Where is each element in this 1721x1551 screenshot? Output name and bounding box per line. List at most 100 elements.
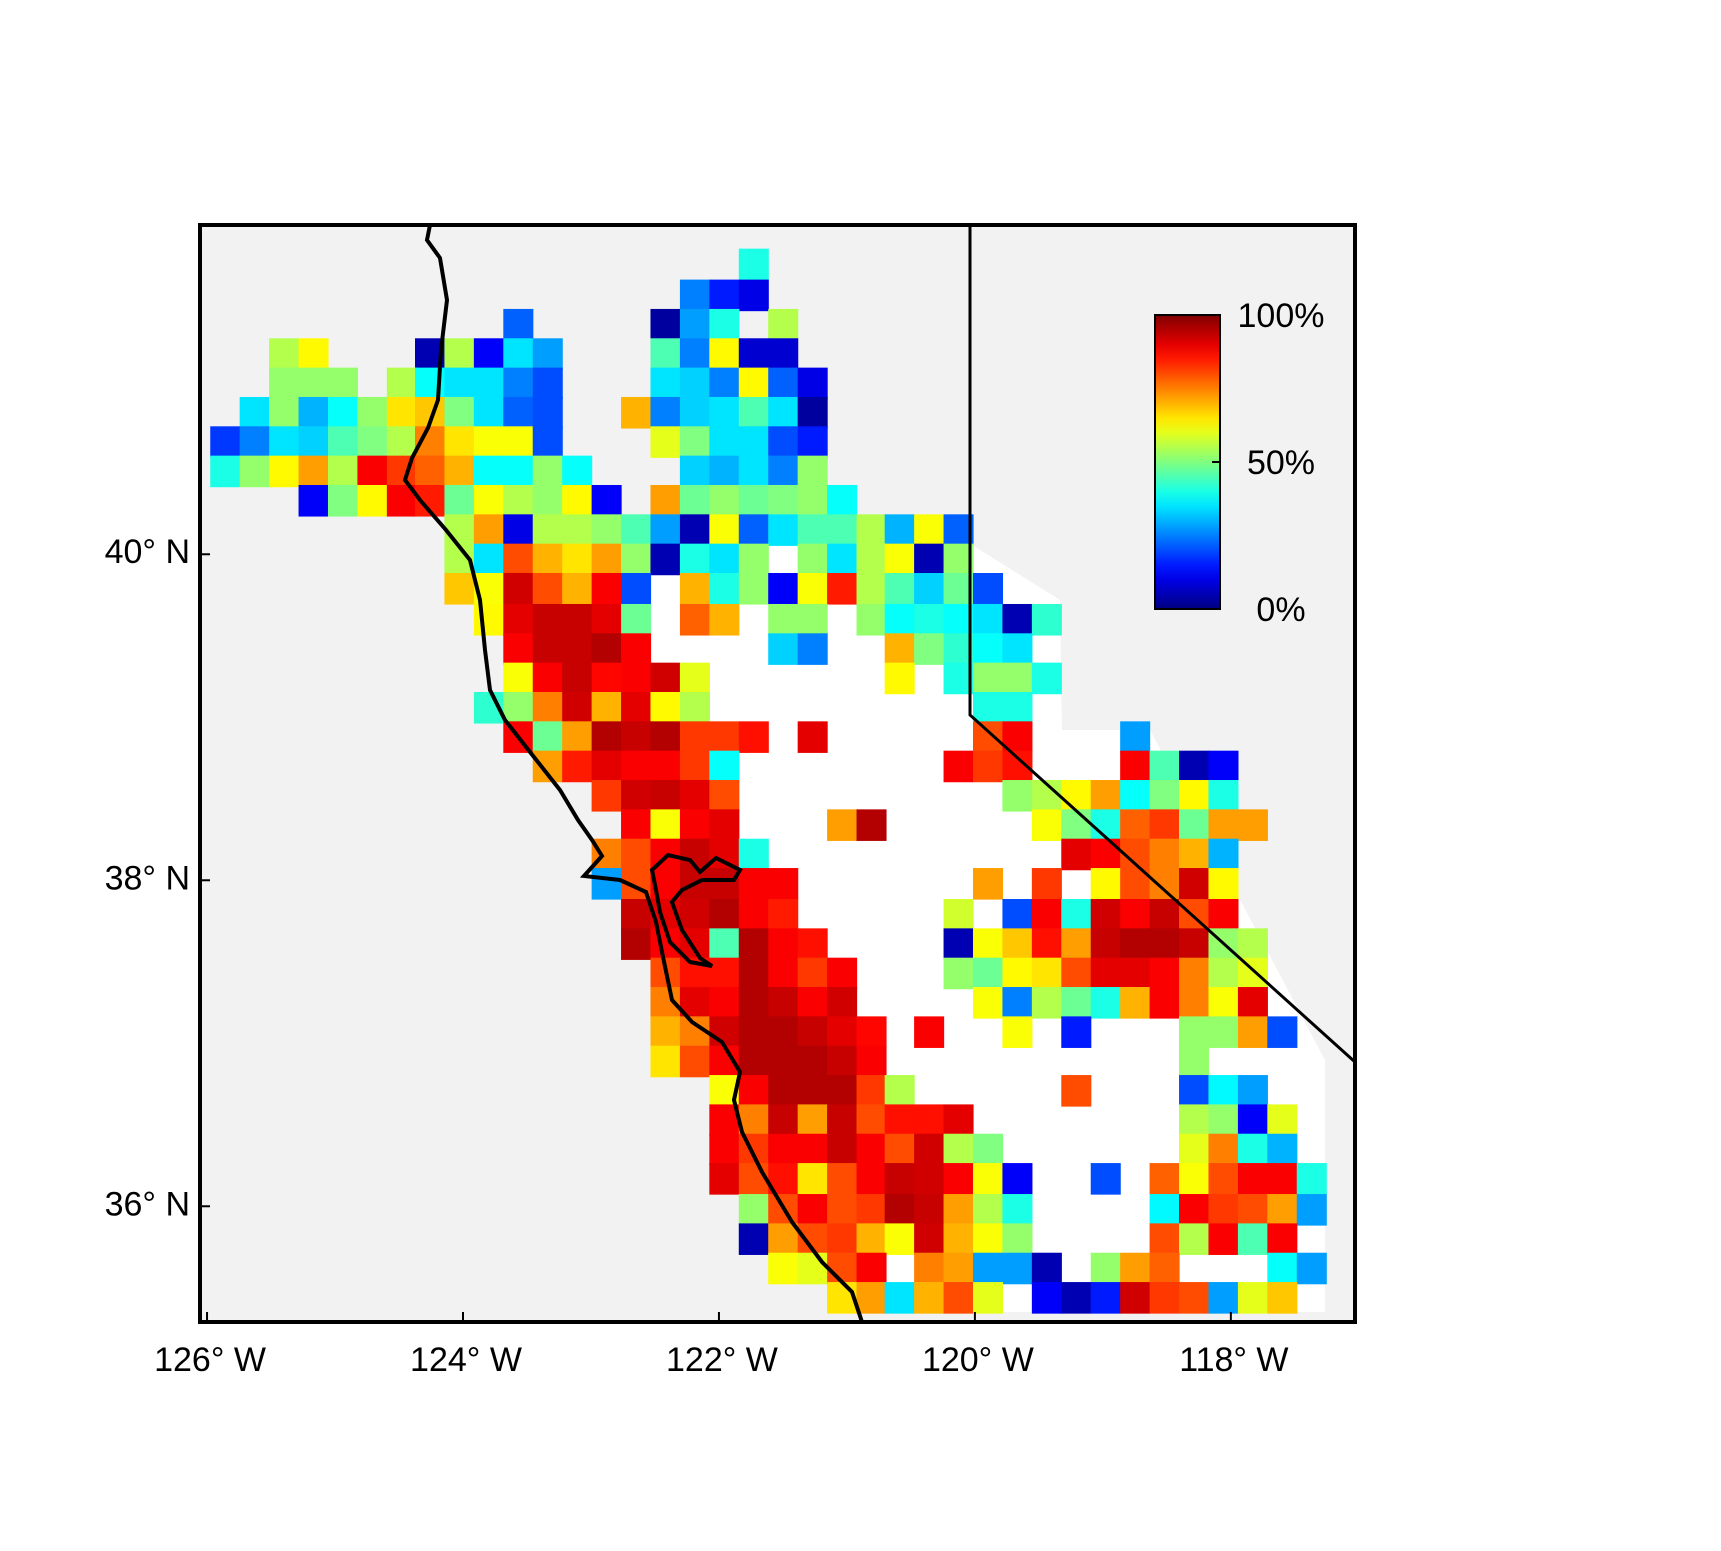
grid-cell: [709, 308, 740, 341]
grid-cell: [1061, 928, 1092, 960]
grid-cell: [1208, 1016, 1239, 1048]
grid-cell: [1002, 662, 1033, 695]
grid-cell: [1237, 809, 1268, 841]
grid-cell: [1237, 1133, 1268, 1166]
grid-cell: [562, 750, 593, 783]
grid-cell: [621, 750, 652, 783]
grid-cell: [444, 573, 475, 605]
grid-cell: [650, 809, 681, 841]
grid-cell: [738, 514, 769, 546]
y-tick-label: 36° N: [105, 1185, 190, 1223]
grid-cell: [856, 1016, 887, 1048]
grid-cell: [532, 484, 563, 517]
grid-cell: [679, 899, 710, 931]
grid-cell: [532, 543, 563, 576]
grid-cell: [738, 573, 769, 605]
grid-cell: [532, 573, 563, 605]
grid-cell: [1002, 603, 1033, 636]
grid-cell: [532, 662, 563, 695]
grid-cell: [972, 1223, 1004, 1255]
grid-cell: [827, 987, 858, 1019]
grid-cell: [1149, 838, 1180, 871]
grid-cell: [827, 543, 858, 576]
grid-cell: [562, 662, 593, 695]
grid-cell: [650, 367, 681, 400]
grid-cell: [1179, 838, 1210, 871]
grid-cell: [679, 809, 710, 841]
grid-cell: [1267, 1223, 1298, 1255]
grid-cell: [1090, 1282, 1121, 1314]
grid-cell: [1179, 750, 1210, 783]
grid-cell: [827, 1223, 858, 1255]
grid-cell: [856, 1252, 887, 1285]
grid-cell: [914, 1133, 945, 1166]
grid-cell: [562, 573, 593, 605]
grid-cell: [1179, 780, 1210, 812]
grid-cell: [738, 1223, 769, 1255]
grid-cell: [1179, 957, 1210, 990]
grid-cell: [1208, 750, 1239, 783]
grid-cell: [709, 338, 740, 370]
grid-cell: [738, 338, 769, 370]
grid-cell: [503, 338, 534, 370]
grid-cell: [239, 396, 270, 429]
grid-cell: [621, 573, 652, 605]
grid-cell: [1090, 1252, 1121, 1285]
grid-cell: [1208, 1282, 1239, 1314]
grid-cell: [1179, 1075, 1210, 1107]
grid-cell: [738, 1045, 769, 1078]
grid-cell: [768, 308, 799, 341]
grid-cell: [1002, 899, 1033, 931]
grid-cell: [503, 308, 534, 341]
grid-cell: [1031, 603, 1062, 636]
grid-cell: [1237, 1223, 1268, 1255]
grid-cell: [386, 367, 417, 400]
grid-cell: [827, 1016, 858, 1048]
grid-cell: [1120, 928, 1151, 960]
grid-cell: [797, 928, 828, 960]
grid-cell: [709, 780, 740, 812]
grid-cell: [797, 633, 828, 665]
grid-cell: [1208, 1075, 1239, 1107]
grid-cell: [768, 514, 799, 546]
grid-cell: [621, 780, 652, 812]
grid-cell: [1120, 721, 1151, 753]
grid-cell: [738, 248, 769, 281]
grid-cell: [797, 987, 828, 1019]
grid-cell: [914, 603, 945, 636]
grid-cell: [679, 279, 710, 312]
grid-cell: [503, 543, 534, 576]
grid-cell: [239, 455, 270, 488]
grid-cell: [797, 426, 828, 458]
grid-cell: [1179, 809, 1210, 841]
grid-cell: [1208, 809, 1239, 841]
grid-cell: [532, 603, 563, 636]
colorbar-tick-label: 0%: [1256, 591, 1305, 629]
grid-cell: [1208, 868, 1239, 900]
grid-cell: [797, 543, 828, 576]
grid-cell: [1120, 809, 1151, 841]
grid-cell: [1237, 1282, 1268, 1314]
grid-cell: [444, 426, 475, 458]
grid-cell: [797, 573, 828, 605]
grid-cell: [679, 662, 710, 695]
grid-cell: [679, 426, 710, 458]
grid-cell: [709, 279, 740, 312]
grid-cell: [914, 1223, 945, 1255]
grid-cell: [562, 484, 593, 517]
labels: 126° W 124° W 122° W 120° W 118° W 40° N 38° N…: [105, 297, 1325, 1379]
grid-cell: [1296, 1194, 1327, 1226]
grid-cell: [621, 899, 652, 931]
grid-cell: [650, 426, 681, 458]
grid-cell: [679, 338, 710, 370]
grid-cell: [972, 928, 1004, 960]
grid-cell: [827, 1075, 858, 1107]
grid-cell: [621, 633, 652, 665]
grid-cell: [1267, 1163, 1298, 1195]
grid-cell: [1090, 838, 1121, 871]
grid-cell: [856, 1104, 887, 1136]
grid-cell: [914, 573, 945, 605]
grid-cell: [768, 1252, 799, 1285]
grid-cell: [797, 514, 828, 546]
